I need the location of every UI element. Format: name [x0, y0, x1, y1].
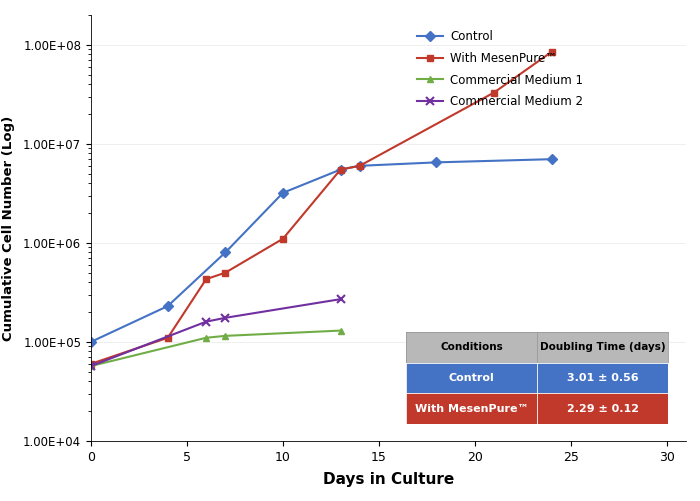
Control — [433, 159, 441, 165]
Commercial Medium 1 — [221, 333, 230, 339]
Text: Control: Control — [449, 373, 495, 383]
Control — [164, 303, 172, 309]
Line: Control: Control — [88, 156, 555, 345]
Commercial Medium 2 — [336, 296, 344, 302]
Text: Doubling Time (days): Doubling Time (days) — [540, 342, 666, 352]
Control — [356, 163, 364, 169]
With MesenPure™ — [221, 270, 230, 276]
Text: 2.29 ± 0.12: 2.29 ± 0.12 — [567, 403, 638, 413]
Commercial Medium 2 — [202, 319, 211, 325]
Control — [87, 339, 95, 345]
Line: With MesenPure™: With MesenPure™ — [88, 49, 555, 367]
Y-axis label: Cumulative Cell Number (Log): Cumulative Cell Number (Log) — [2, 115, 15, 341]
With MesenPure™ — [356, 163, 364, 169]
Line: Commercial Medium 1: Commercial Medium 1 — [88, 327, 344, 370]
Text: Conditions: Conditions — [440, 342, 503, 352]
Line: Commercial Medium 2: Commercial Medium 2 — [87, 295, 344, 370]
Text: With MesenPure™: With MesenPure™ — [415, 403, 528, 413]
Control — [336, 166, 344, 172]
X-axis label: Days in Culture: Days in Culture — [323, 472, 454, 487]
With MesenPure™ — [547, 49, 556, 55]
Text: 3.01 ± 0.56: 3.01 ± 0.56 — [567, 373, 638, 383]
Control — [547, 156, 556, 162]
With MesenPure™ — [202, 276, 211, 282]
Legend: Control, With MesenPure™, Commercial Medium 1, Commercial Medium 2: Control, With MesenPure™, Commercial Med… — [412, 25, 588, 113]
With MesenPure™ — [279, 236, 287, 242]
Commercial Medium 1 — [336, 328, 344, 334]
Commercial Medium 2 — [87, 363, 95, 369]
Control — [279, 190, 287, 196]
Commercial Medium 1 — [202, 335, 211, 341]
With MesenPure™ — [87, 361, 95, 367]
With MesenPure™ — [490, 90, 498, 96]
With MesenPure™ — [164, 335, 172, 341]
Commercial Medium 1 — [87, 363, 95, 369]
With MesenPure™ — [336, 166, 344, 172]
Commercial Medium 2 — [221, 315, 230, 321]
Control — [221, 249, 230, 256]
